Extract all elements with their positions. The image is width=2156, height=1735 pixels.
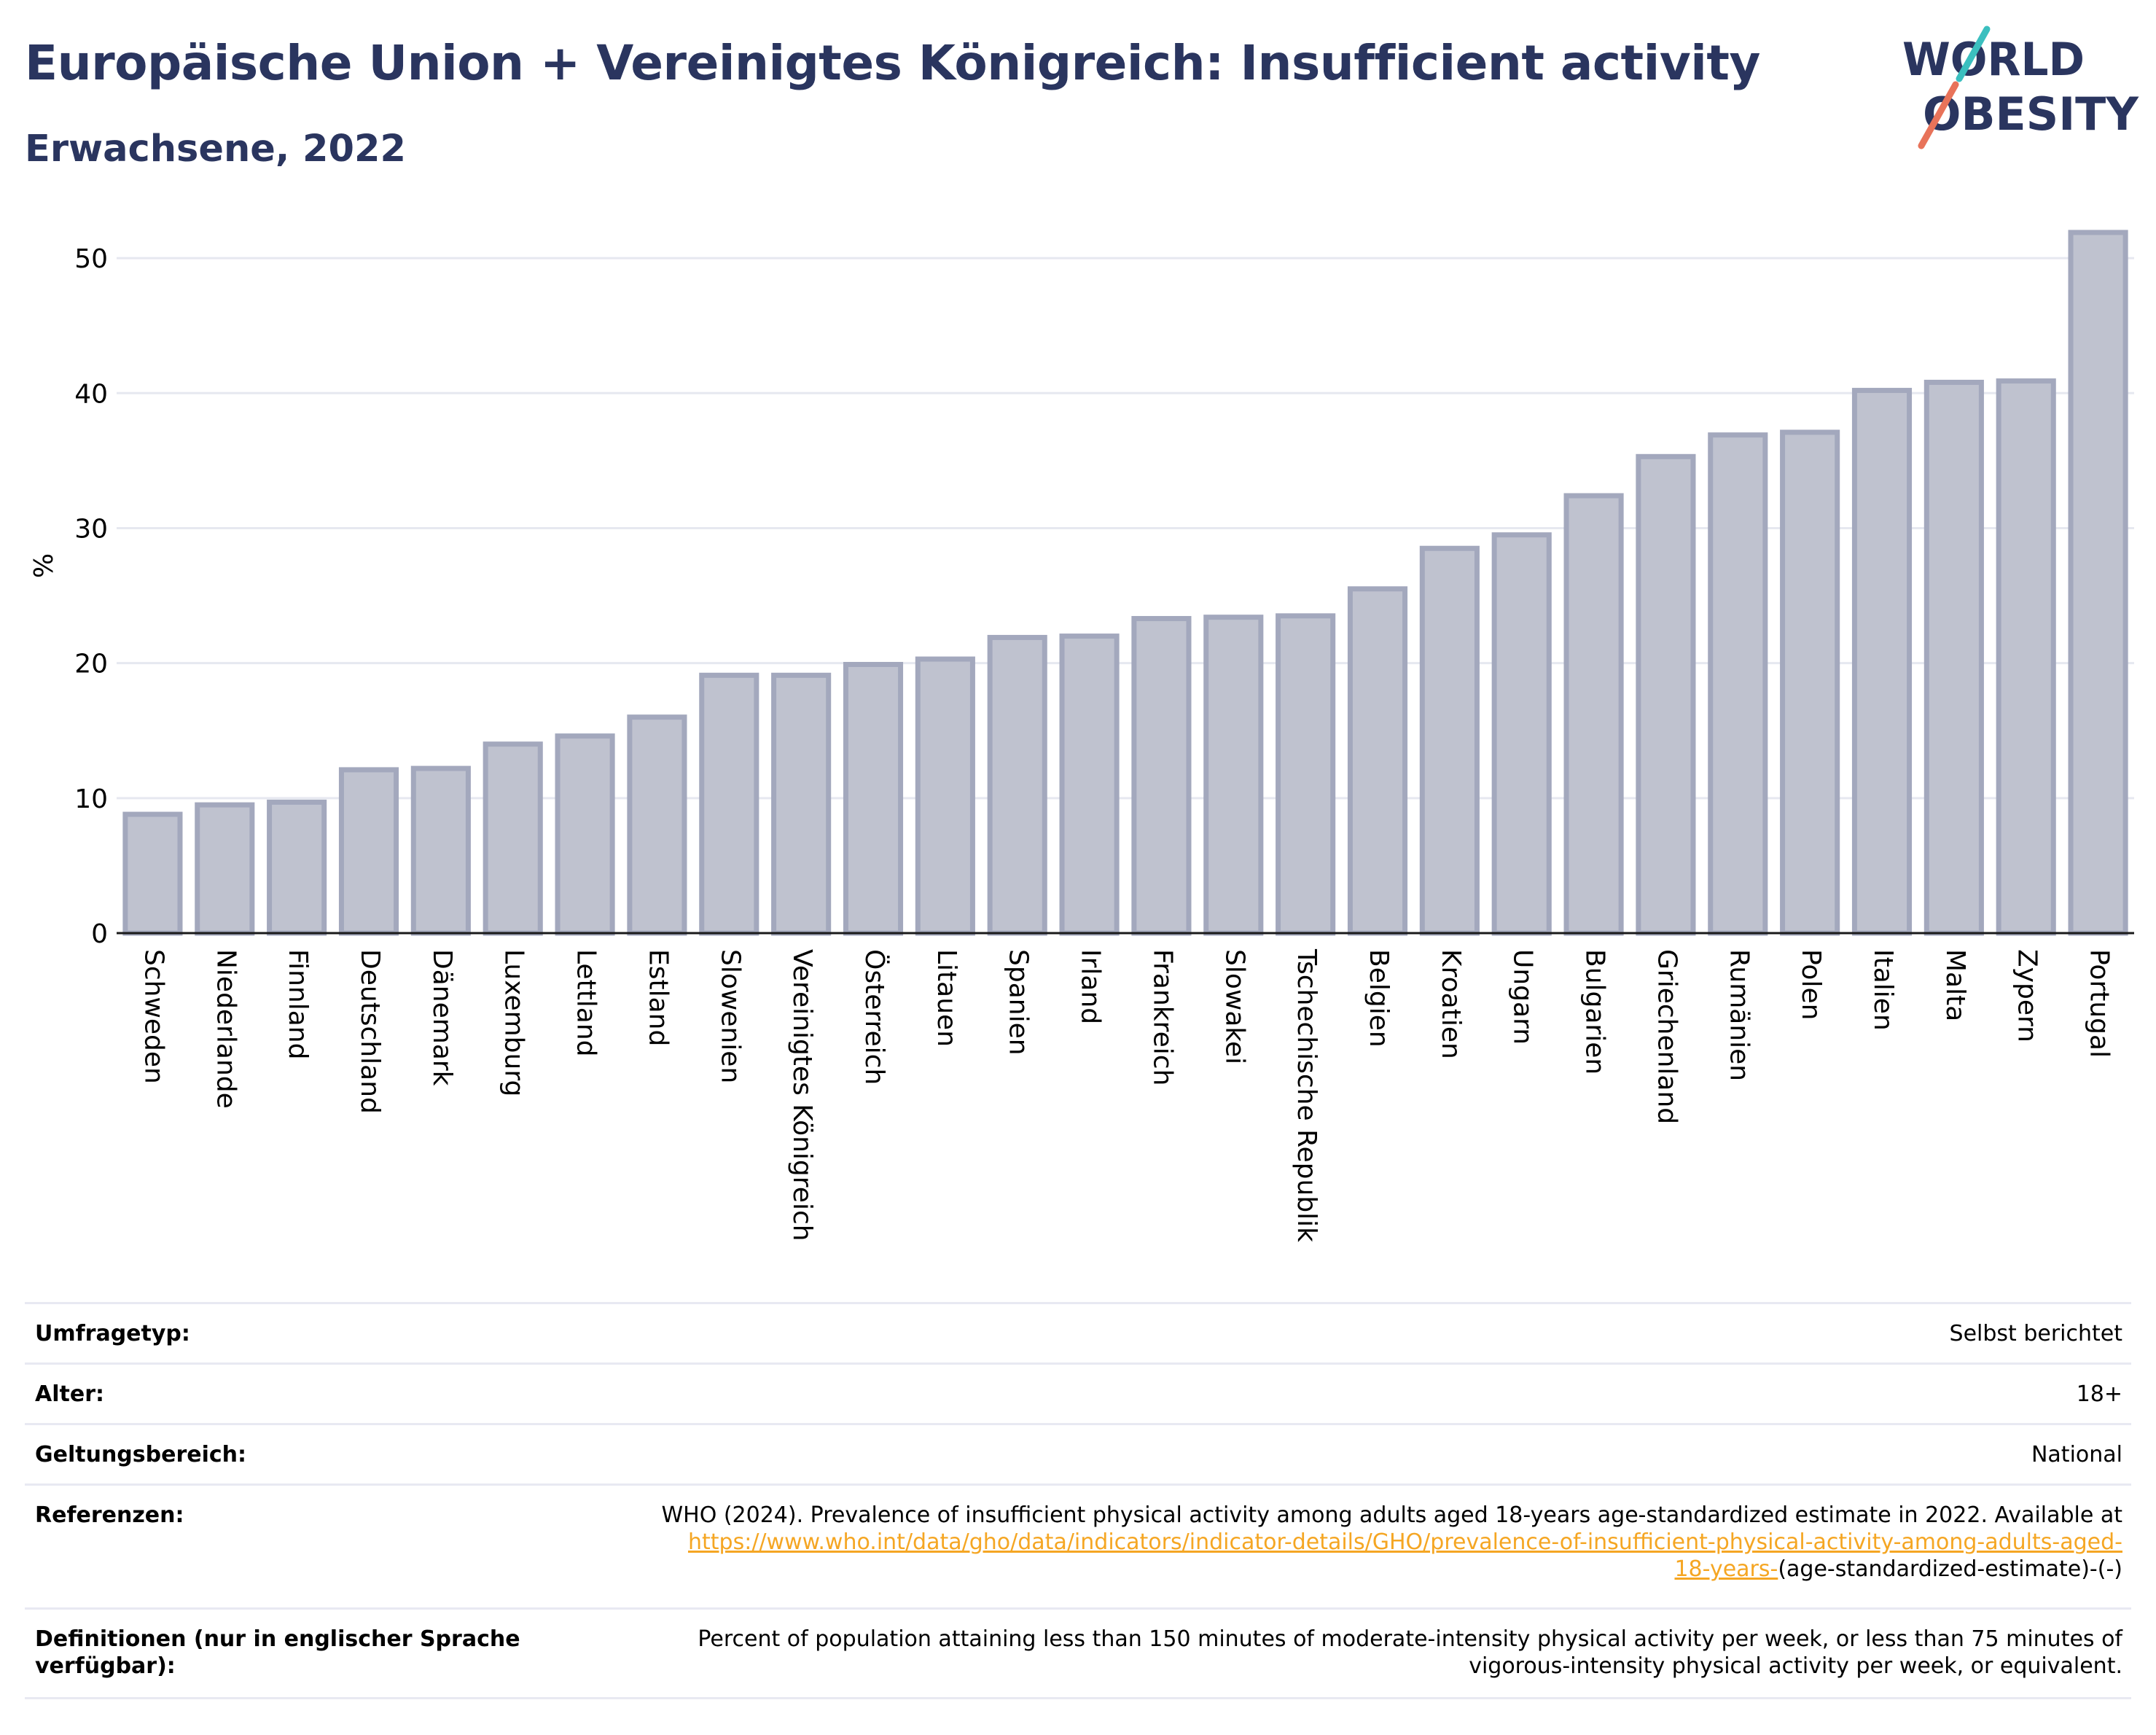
bar-Finnland[interactable] [267, 799, 327, 936]
bar-Kroatien[interactable] [1419, 545, 1480, 936]
bar-Zypern[interactable] [1996, 378, 2056, 936]
bar-chart: 0 10 20 30 40 50 Schweden Niederlande Finnland D… [29, 230, 2134, 1242]
bar-Dänemark[interactable] [410, 765, 471, 936]
table-row: Referenzen: WHO (2024). Prevalence of in… [25, 1483, 2131, 1607]
x-tick-label: Belgien [1364, 949, 1394, 1048]
bar-Ungarn[interactable] [1491, 532, 1552, 936]
x-tick-label: Niederlande [211, 949, 241, 1109]
row-label-coverage: Geltungsbereich: [35, 1442, 247, 1467]
x-tick-label: Zypern [2012, 949, 2042, 1042]
x-tick-label: Estland [643, 949, 673, 1046]
bar-Slowakei[interactable] [1203, 615, 1264, 936]
x-tick-label: Dänemark [427, 949, 457, 1086]
world-obesity-logo: WORLD OBESITY [1902, 26, 2139, 149]
bar-Italien[interactable] [1851, 388, 1913, 936]
metadata-table: Umfragetyp: Selbst berichtet Alter: 18+ … [25, 1302, 2131, 1699]
row-label-survey-type: Umfragetyp: [35, 1321, 190, 1346]
y-tick-label: 50 [74, 244, 108, 274]
bar-Niederlande[interactable] [195, 802, 255, 936]
x-tick-label: Schweden [138, 949, 168, 1084]
bar-Bulgarien[interactable] [1563, 493, 1624, 936]
y-axis-label: % [29, 553, 59, 578]
y-tick-label: 10 [74, 784, 108, 814]
bar-Luxemburg[interactable] [483, 741, 543, 936]
bar-Rumänien[interactable] [1708, 432, 1768, 936]
x-tick-label: Vereinigtes Königreich [787, 949, 817, 1241]
bar-Lettland[interactable] [555, 733, 615, 936]
logo-slash-teal [1956, 26, 1991, 82]
row-value-age: 18+ [2076, 1381, 2122, 1407]
row-label-references: Referenzen: [35, 1502, 184, 1528]
logo-text-world: WORLD [1902, 33, 2085, 86]
row-value-coverage: National [2031, 1442, 2122, 1467]
x-tick-label: Portugal [2085, 949, 2114, 1058]
bar-Estland[interactable] [627, 714, 687, 936]
x-tick-label: Luxemburg [499, 949, 529, 1096]
x-tick-label: Italien [1868, 949, 1898, 1031]
bar-Irland[interactable] [1059, 633, 1120, 936]
row-value-survey-type: Selbst berichtet [1949, 1321, 2122, 1346]
y-axis-ticks: 0 10 20 30 40 50 [74, 244, 108, 949]
y-tick-label: 40 [74, 379, 108, 409]
logo-text-obesity: OBESITY [1923, 87, 2139, 141]
bar-Portugal[interactable] [2068, 230, 2128, 936]
definitions-text-line1: Percent of population attaining less tha… [698, 1626, 2122, 1652]
row-label-age: Alter: [35, 1381, 104, 1407]
x-tick-label: Slowakei [1219, 949, 1249, 1064]
y-tick-label: 0 [91, 919, 108, 949]
definitions-label-line1: Definitionen (nur in englischer Sprache [35, 1626, 520, 1652]
logo-slash-coral [1918, 81, 1959, 149]
chart-title: Europäische Union + Vereinigtes Königrei… [25, 35, 1760, 91]
table-row: Geltungsbereich: National [25, 1423, 2131, 1483]
reference-text: WHO (2024). Prevalence of insufficient p… [661, 1502, 2122, 1528]
x-tick-label: Spanien [1004, 949, 1034, 1056]
definitions-label-line2: verfügbar): [35, 1653, 176, 1679]
x-tick-label: Lettland [571, 949, 601, 1057]
x-tick-label: Frankreich [1147, 949, 1177, 1085]
bar-Polen[interactable] [1780, 429, 1840, 936]
bar-Deutschland[interactable] [338, 767, 399, 936]
bar-Malta[interactable] [1923, 379, 1984, 936]
x-tick-label: Polen [1796, 949, 1826, 1020]
row-label-definitions: Definitionen (nur in englischer Sprache … [35, 1626, 520, 1680]
x-tick-label: Rumänien [1724, 949, 1754, 1081]
bar-Frankreich[interactable] [1131, 616, 1192, 936]
y-tick-label: 30 [74, 514, 108, 544]
row-value-references: WHO (2024). Prevalence of insufficient p… [661, 1502, 2122, 1583]
bar-Belgien[interactable] [1347, 586, 1408, 936]
bar-Litauen[interactable] [915, 656, 975, 936]
bar-Schweden[interactable] [122, 811, 183, 936]
table-row: Definitionen (nur in englischer Sprache … [25, 1607, 2131, 1699]
x-tick-label: Slowenien [715, 949, 745, 1083]
chart-subtitle: Erwachsene, 2022 [25, 128, 406, 171]
bar-Tschechische Republik[interactable] [1276, 613, 1336, 936]
table-row: Umfragetyp: Selbst berichtet [25, 1302, 2131, 1362]
x-tick-label: Griechenland [1652, 949, 1682, 1124]
bar-Spanien[interactable] [987, 634, 1047, 936]
bar-Griechenland[interactable] [1636, 453, 1696, 936]
y-tick-label: 20 [74, 650, 108, 679]
reference-link-continued[interactable]: 18-years- [1674, 1556, 1778, 1582]
reference-text-suffix: (age-standardized-estimate)-(-) [1778, 1556, 2122, 1582]
x-tick-label: Litauen [931, 949, 961, 1047]
bar-Slowenien[interactable] [699, 672, 759, 936]
table-row: Alter: 18+ [25, 1362, 2131, 1423]
x-tick-label: Bulgarien [1580, 949, 1610, 1075]
bar-Vereinigtes Königreich[interactable] [771, 672, 832, 936]
definitions-text-line2: vigorous-intensity physical activity per… [1469, 1653, 2122, 1679]
x-axis-labels: Schweden Niederlande Finnland Deutschland Dä… [138, 948, 2114, 1242]
reference-link[interactable]: https://www.who.int/data/gho/data/indica… [688, 1529, 2122, 1555]
x-tick-label: Malta [1940, 949, 1970, 1021]
x-tick-label: Ungarn [1508, 949, 1538, 1045]
x-tick-label: Kroatien [1436, 949, 1466, 1059]
x-tick-label: Finnland [283, 949, 313, 1059]
bars [122, 230, 2128, 936]
bar-Österreich[interactable] [843, 661, 904, 936]
x-tick-label: Österreich [859, 949, 890, 1085]
x-tick-label: Tschechische Republik [1292, 948, 1321, 1242]
x-tick-label: Deutschland [355, 949, 385, 1114]
x-tick-label: Irland [1076, 949, 1106, 1024]
row-value-definitions: Percent of population attaining less tha… [698, 1626, 2122, 1680]
